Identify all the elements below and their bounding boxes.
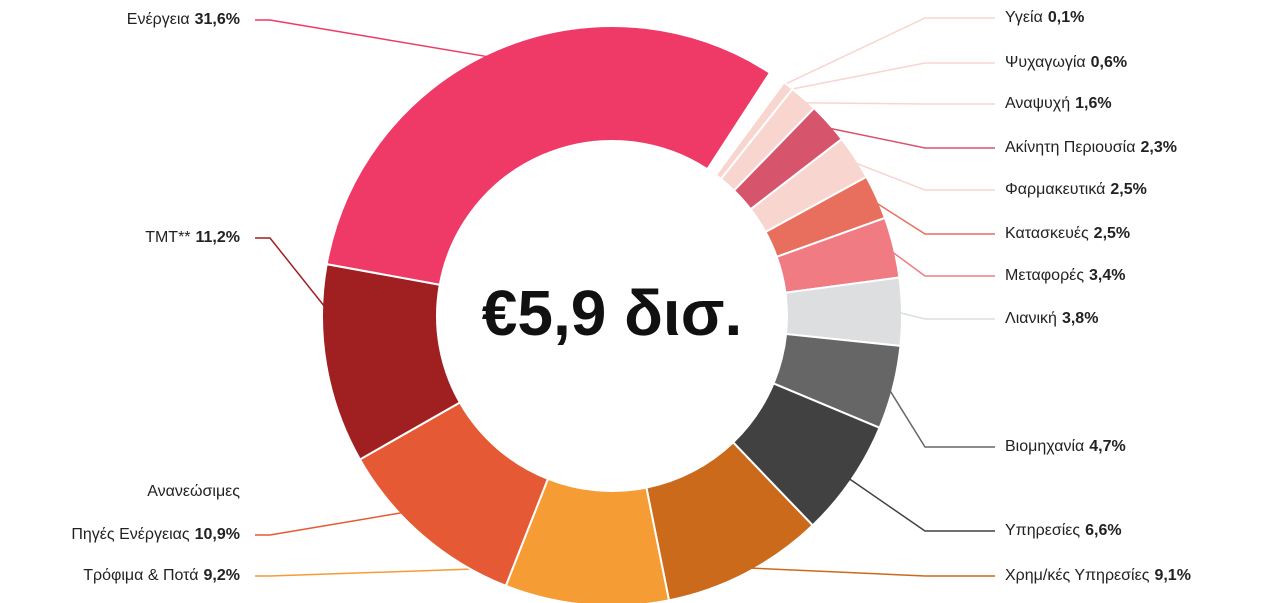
category-name: Κατασκευές	[1005, 225, 1089, 242]
leader-line	[895, 311, 995, 320]
category-name: Αναψυχή	[1005, 95, 1070, 112]
segment-label: Πηγές Ενέργειας 10,9%	[71, 526, 240, 543]
segment-label: Αναψυχή 1,6%	[1005, 95, 1112, 112]
segment-label: Ενέργεια 31,6%	[127, 11, 240, 28]
leader-line	[886, 385, 995, 448]
segment-label: Ανανεώσιμες	[147, 483, 240, 500]
segment-label: Υπηρεσίες 6,6%	[1005, 522, 1122, 539]
leader-line	[255, 504, 449, 536]
value-label: 31,6%	[195, 11, 240, 28]
segment-label: Ψυχαγωγία 0,6%	[1005, 54, 1127, 71]
segment-label: Μεταφορές 3,4%	[1005, 267, 1126, 284]
category-name: Υγεία	[1005, 9, 1043, 26]
category-name: Φαρμακευτικά	[1005, 181, 1105, 198]
segment-label: Ακίνητη Περιουσία 2,3%	[1005, 139, 1177, 156]
segment-label: Φαρμακευτικά 2,5%	[1005, 181, 1147, 198]
category-name: Ενέργεια	[127, 11, 190, 28]
segment-label: Τρόφιμα & Ποτά 9,2%	[83, 567, 240, 584]
value-label: 4,7%	[1089, 438, 1125, 455]
value-label: 2,3%	[1140, 139, 1176, 156]
value-label: 3,8%	[1062, 310, 1098, 327]
donut-segment	[325, 25, 772, 286]
leader-line	[823, 126, 995, 149]
leader-line	[255, 19, 502, 60]
category-name: Μεταφορές	[1005, 267, 1084, 284]
value-label: 11,2%	[196, 229, 240, 246]
category-name: Βιομηχανία	[1005, 438, 1084, 455]
leader-line	[870, 198, 995, 235]
value-label: 2,5%	[1110, 181, 1146, 198]
category-name: TMT**	[145, 229, 190, 246]
leader-line	[255, 237, 367, 359]
leader-line	[849, 160, 995, 191]
leader-line	[779, 17, 995, 88]
category-name: Πηγές Ενέργειας	[71, 526, 190, 543]
segment-label: TMT** 11,2%	[145, 229, 240, 246]
leader-line	[743, 567, 995, 577]
segment-label: Βιομηχανία 4,7%	[1005, 438, 1126, 455]
value-label: 1,6%	[1075, 95, 1111, 112]
category-name: Χρημ/κές Υπηρεσίες	[1005, 567, 1150, 584]
leader-line	[845, 476, 995, 532]
value-label: 2,5%	[1094, 225, 1130, 242]
value-label: 3,4%	[1089, 267, 1125, 284]
category-name: Υπηρεσίες	[1005, 522, 1080, 539]
category-name: Ακίνητη Περιουσία	[1005, 139, 1135, 156]
value-label: 0,1%	[1048, 9, 1084, 26]
leader-line	[799, 102, 995, 105]
value-label: 10,9%	[195, 526, 240, 543]
value-label: 9,1%	[1154, 567, 1190, 584]
value-label: 9,2%	[204, 567, 240, 584]
segment-label: Λιανική 3,8%	[1005, 310, 1098, 327]
segment-label: Κατασκευές 2,5%	[1005, 225, 1130, 242]
segment-label: Υγεία 0,1%	[1005, 9, 1084, 26]
segment-label: Χρημ/κές Υπηρεσίες 9,1%	[1005, 567, 1191, 584]
center-label: €5,9 δισ.	[482, 277, 743, 349]
value-label: 0,6%	[1091, 54, 1127, 71]
leader-line	[784, 62, 995, 92]
category-name: Ψυχαγωγία	[1005, 54, 1086, 71]
category-name: Λιανική	[1005, 310, 1057, 327]
value-label: 6,6%	[1085, 522, 1121, 539]
category-name: Τρόφιμα & Ποτά	[83, 567, 198, 584]
leader-line	[887, 248, 995, 277]
